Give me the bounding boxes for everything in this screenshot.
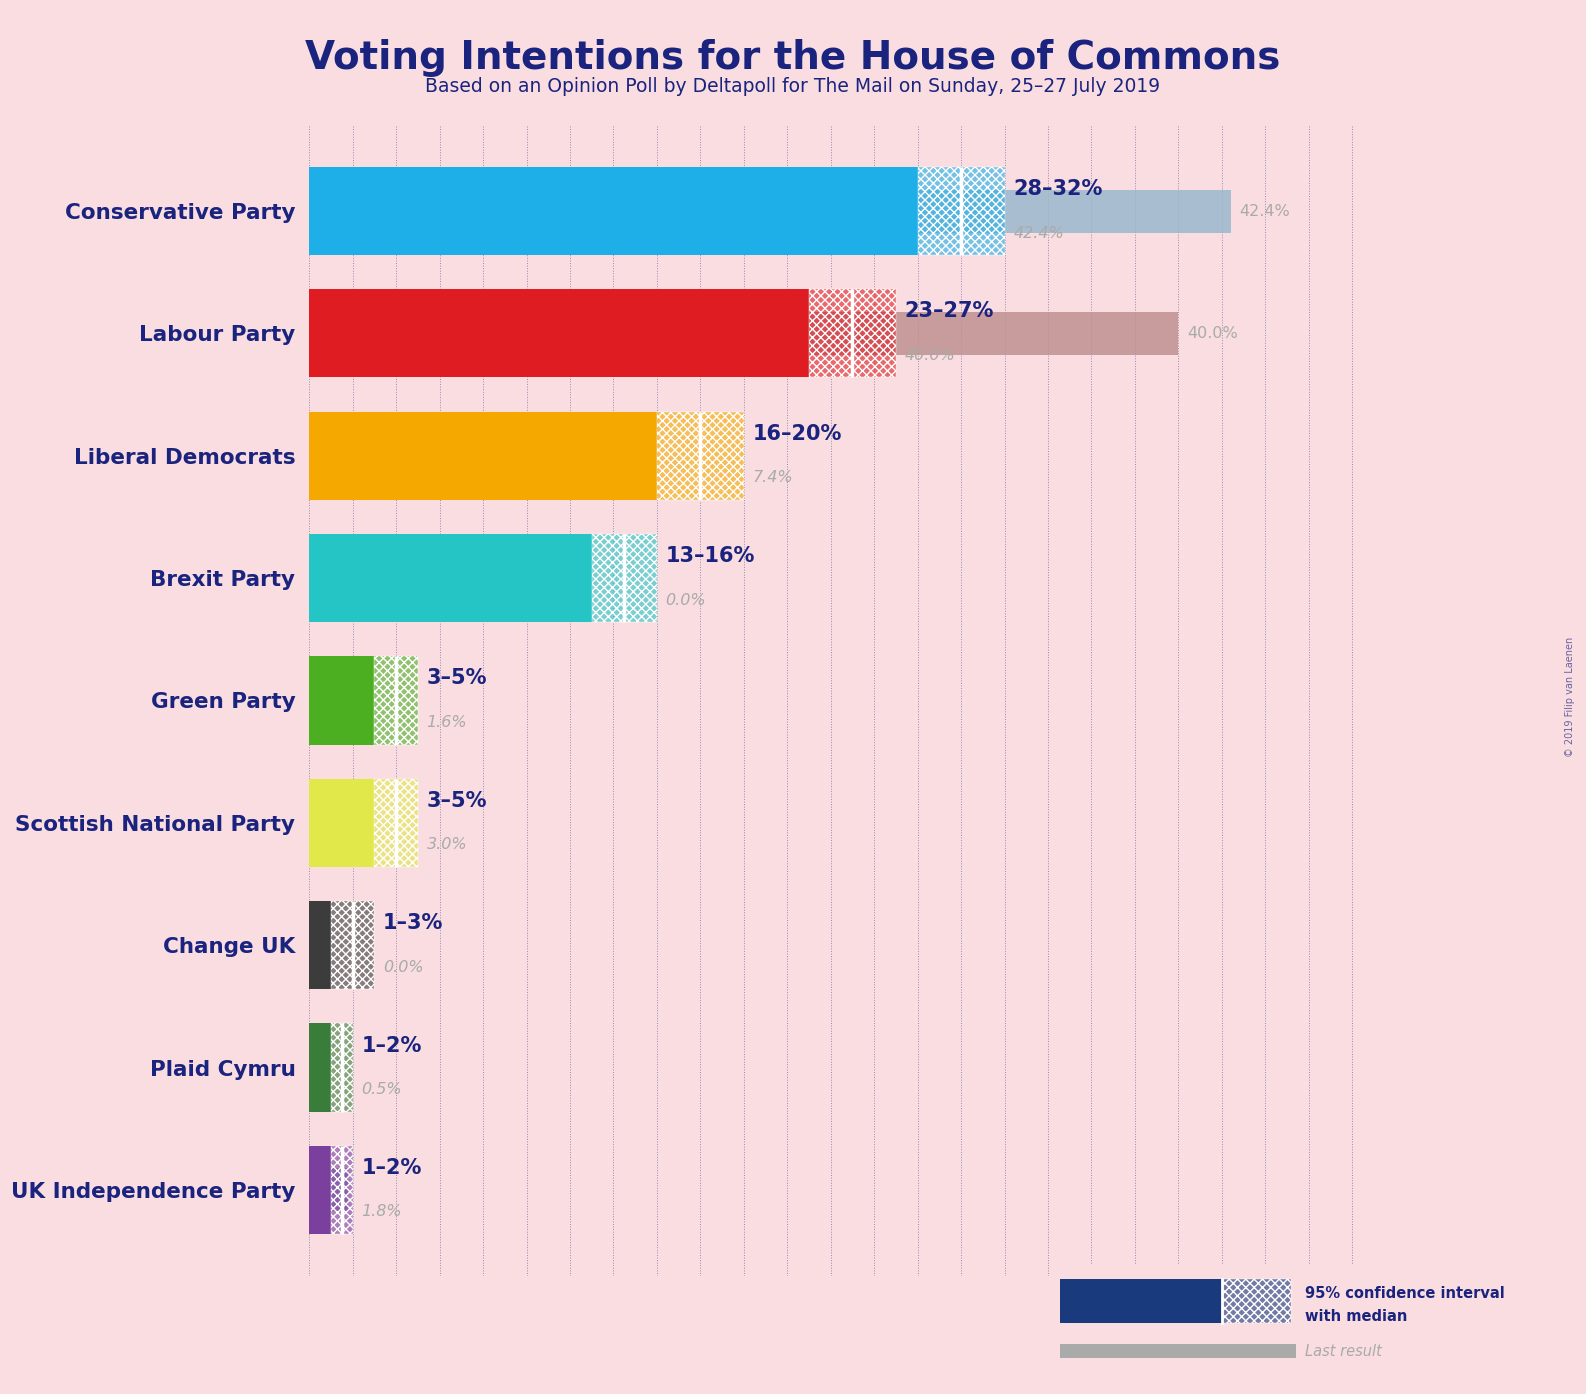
- Bar: [331, 1023, 352, 1111]
- Bar: [592, 534, 657, 622]
- Text: 28–32%: 28–32%: [1013, 178, 1102, 199]
- Text: 3.0%: 3.0%: [427, 838, 468, 852]
- Bar: [809, 290, 896, 378]
- Text: 7.4%: 7.4%: [752, 470, 793, 485]
- Text: with median: with median: [1305, 1309, 1408, 1324]
- Bar: [1221, 1280, 1291, 1323]
- Bar: [309, 411, 657, 500]
- Text: 1–2%: 1–2%: [362, 1158, 422, 1178]
- Bar: [309, 190, 1231, 233]
- Bar: [309, 802, 374, 845]
- Bar: [309, 1168, 349, 1211]
- Text: Based on an Opinion Poll by Deltapoll for The Mail on Sunday, 25–27 July 2019: Based on an Opinion Poll by Deltapoll fo…: [425, 77, 1161, 96]
- Text: 1.8%: 1.8%: [362, 1204, 401, 1220]
- Text: 42.4%: 42.4%: [1239, 204, 1289, 219]
- Bar: [309, 534, 592, 622]
- Text: 42.4%: 42.4%: [1013, 226, 1064, 241]
- Bar: [592, 534, 657, 622]
- Bar: [309, 1146, 331, 1234]
- Text: Last result: Last result: [1305, 1344, 1383, 1359]
- Bar: [1059, 1344, 1296, 1358]
- Text: 0.0%: 0.0%: [666, 592, 706, 608]
- Bar: [1059, 1280, 1221, 1323]
- Bar: [309, 435, 469, 477]
- Bar: [918, 167, 1004, 255]
- Text: 1.6%: 1.6%: [427, 715, 468, 730]
- Bar: [331, 1023, 352, 1111]
- Bar: [374, 657, 419, 744]
- Bar: [309, 779, 374, 867]
- Bar: [331, 1146, 352, 1234]
- Bar: [809, 290, 896, 378]
- Bar: [331, 1146, 352, 1234]
- Bar: [309, 1023, 331, 1111]
- Bar: [309, 901, 331, 990]
- Text: © 2019 Filip van Laenen: © 2019 Filip van Laenen: [1565, 637, 1575, 757]
- Text: 0.5%: 0.5%: [362, 1082, 401, 1097]
- Text: 1–3%: 1–3%: [384, 913, 444, 933]
- Bar: [309, 657, 374, 744]
- Bar: [309, 679, 344, 722]
- Bar: [374, 779, 419, 867]
- Bar: [374, 657, 419, 744]
- Bar: [309, 290, 809, 378]
- Bar: [309, 167, 918, 255]
- Bar: [331, 901, 374, 990]
- Text: 0.0%: 0.0%: [384, 959, 423, 974]
- Text: 3–5%: 3–5%: [427, 669, 487, 689]
- Bar: [374, 779, 419, 867]
- Bar: [657, 411, 744, 500]
- Text: 16–20%: 16–20%: [752, 424, 842, 443]
- Text: 40.0%: 40.0%: [1186, 326, 1237, 342]
- Bar: [309, 312, 1178, 355]
- Text: 95% confidence interval: 95% confidence interval: [1305, 1287, 1505, 1301]
- Bar: [657, 411, 744, 500]
- Bar: [309, 1046, 320, 1089]
- Text: 1–2%: 1–2%: [362, 1036, 422, 1055]
- Bar: [918, 167, 1004, 255]
- Text: 3–5%: 3–5%: [427, 790, 487, 811]
- Bar: [1221, 1280, 1291, 1323]
- Text: 13–16%: 13–16%: [666, 546, 755, 566]
- Text: Voting Intentions for the House of Commons: Voting Intentions for the House of Commo…: [306, 39, 1280, 77]
- Text: 23–27%: 23–27%: [904, 301, 994, 322]
- Text: 40.0%: 40.0%: [904, 348, 955, 362]
- Bar: [331, 901, 374, 990]
